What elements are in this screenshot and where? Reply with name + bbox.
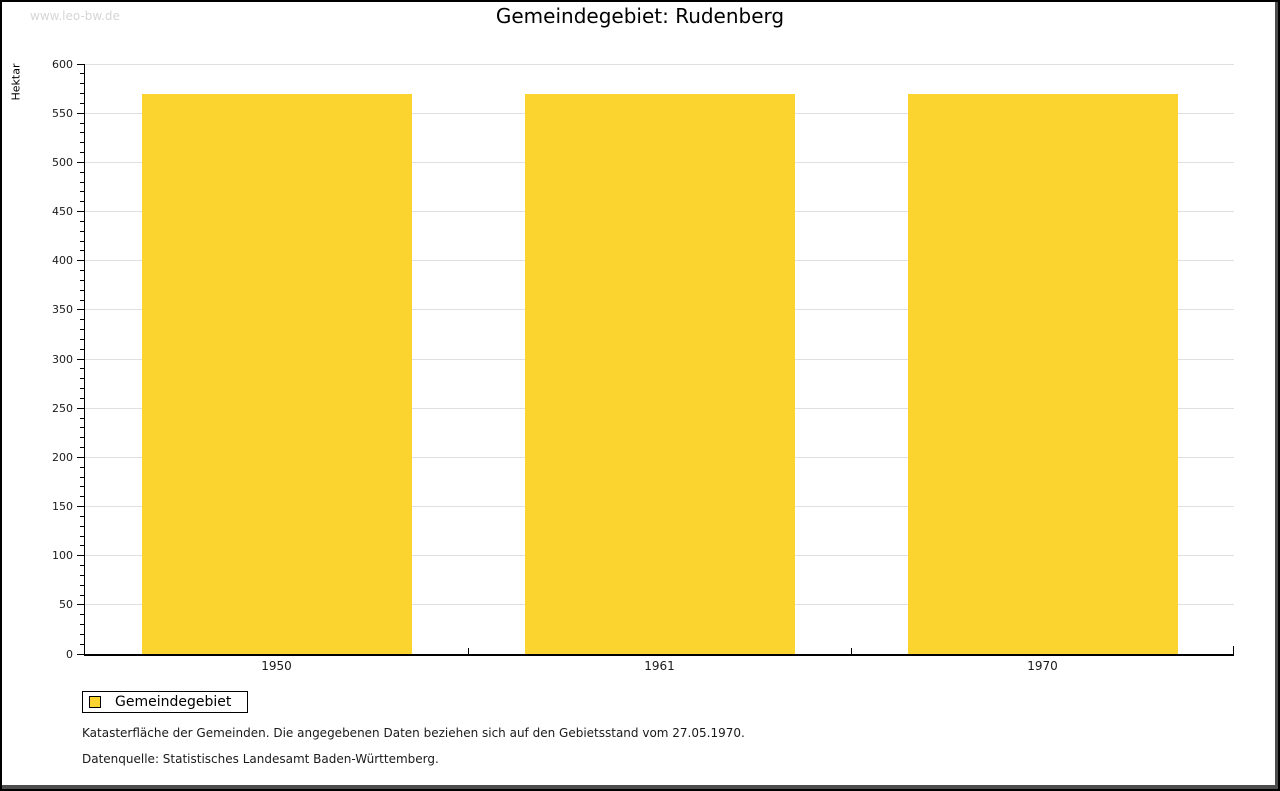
y-tick	[80, 73, 85, 75]
y-tick	[80, 299, 85, 301]
y-tick	[80, 201, 85, 203]
y-tick-label: 0	[66, 647, 73, 661]
bar-1970	[907, 93, 1178, 654]
y-tick	[80, 624, 85, 625]
y-tick	[80, 152, 85, 153]
x-axis-end-tick	[1233, 646, 1234, 654]
y-tick	[80, 447, 85, 448]
y-tick	[80, 289, 85, 291]
bar-1961	[524, 93, 795, 654]
footnote-gebietsstand: Katasterfläche der Gemeinden. Die angege…	[82, 726, 745, 740]
y-tick	[80, 171, 85, 173]
y-tick	[80, 348, 85, 350]
legend-swatch	[89, 696, 101, 708]
y-tick	[77, 555, 85, 557]
watermark: www.leo-bw.de	[30, 9, 120, 23]
y-tick	[80, 181, 85, 183]
x-tick-label: 1970	[1027, 659, 1058, 673]
y-tick-label: 300	[52, 352, 73, 366]
x-tick	[468, 648, 469, 654]
y-tick	[80, 397, 85, 399]
y-tick	[77, 506, 85, 507]
y-tick	[80, 594, 85, 596]
x-tick-label: 1950	[261, 659, 292, 673]
y-tick	[77, 63, 85, 65]
bar-1950	[141, 93, 412, 654]
y-tick	[77, 653, 85, 655]
y-tick	[80, 643, 85, 645]
y-tick	[80, 319, 85, 321]
y-tick	[77, 260, 85, 262]
y-tick	[80, 122, 85, 124]
x-tick	[851, 648, 852, 654]
y-tick-label: 250	[52, 401, 73, 415]
y-tick	[80, 574, 85, 576]
y-tick	[80, 220, 85, 222]
y-tick	[80, 476, 85, 478]
y-tick	[80, 102, 85, 104]
y-tick	[77, 358, 85, 360]
y-tick	[80, 486, 85, 488]
y-tick-label: 200	[52, 450, 73, 464]
chart-title: Gemeindegebiet: Rudenberg	[495, 4, 785, 28]
y-tick	[80, 83, 85, 85]
y-tick	[80, 388, 85, 389]
y-tick	[80, 191, 85, 193]
y-tick	[80, 329, 85, 330]
y-tick	[80, 270, 85, 271]
y-tick	[80, 525, 85, 527]
y-tick	[80, 614, 85, 616]
y-tick-label: 150	[52, 500, 73, 513]
y-tick	[80, 584, 85, 586]
y-tick	[80, 535, 85, 537]
y-tick	[80, 132, 85, 134]
y-tick	[80, 279, 85, 281]
y-tick	[77, 309, 85, 311]
y-tick-label: 450	[52, 205, 73, 218]
y-tick	[80, 496, 85, 498]
y-tick	[77, 407, 85, 409]
y-gridline	[85, 63, 1234, 65]
y-tick	[80, 368, 85, 370]
legend: Gemeindegebiet	[82, 691, 249, 713]
legend-label: Gemeindegebiet	[115, 694, 232, 710]
y-tick-label: 550	[52, 106, 73, 120]
y-tick	[80, 338, 85, 340]
footnote-datenquelle: Datenquelle: Statistisches Landesamt Bad…	[82, 752, 439, 766]
y-tick	[80, 545, 85, 547]
y-tick-label: 500	[52, 155, 73, 169]
x-tick-label: 1961	[644, 659, 675, 673]
y-tick	[80, 633, 85, 635]
y-tick-label: 400	[52, 254, 73, 268]
y-tick	[77, 161, 85, 163]
y-tick	[77, 211, 85, 212]
y-tick	[80, 378, 85, 380]
y-tick	[80, 427, 85, 429]
y-tick	[80, 417, 85, 419]
y-axis-title: Hektar	[9, 63, 23, 101]
y-tick-label: 100	[52, 549, 73, 563]
y-tick	[80, 515, 85, 517]
y-tick	[77, 456, 85, 458]
y-tick-label: 50	[59, 598, 73, 612]
y-tick-label: 350	[52, 303, 73, 317]
y-tick-label: 600	[52, 57, 73, 71]
y-tick	[77, 112, 85, 114]
plot-area: 0 50 100 150 200 250 300 350 400 450 500 550 600 1950…	[52, 58, 1234, 673]
y-tick	[77, 604, 85, 606]
y-tick	[80, 250, 85, 252]
y-tick	[80, 93, 85, 94]
y-tick	[80, 466, 85, 468]
y-tick	[80, 565, 85, 566]
y-tick	[80, 230, 85, 232]
y-tick	[80, 240, 85, 242]
y-tick	[80, 437, 85, 439]
y-tick	[80, 142, 85, 144]
